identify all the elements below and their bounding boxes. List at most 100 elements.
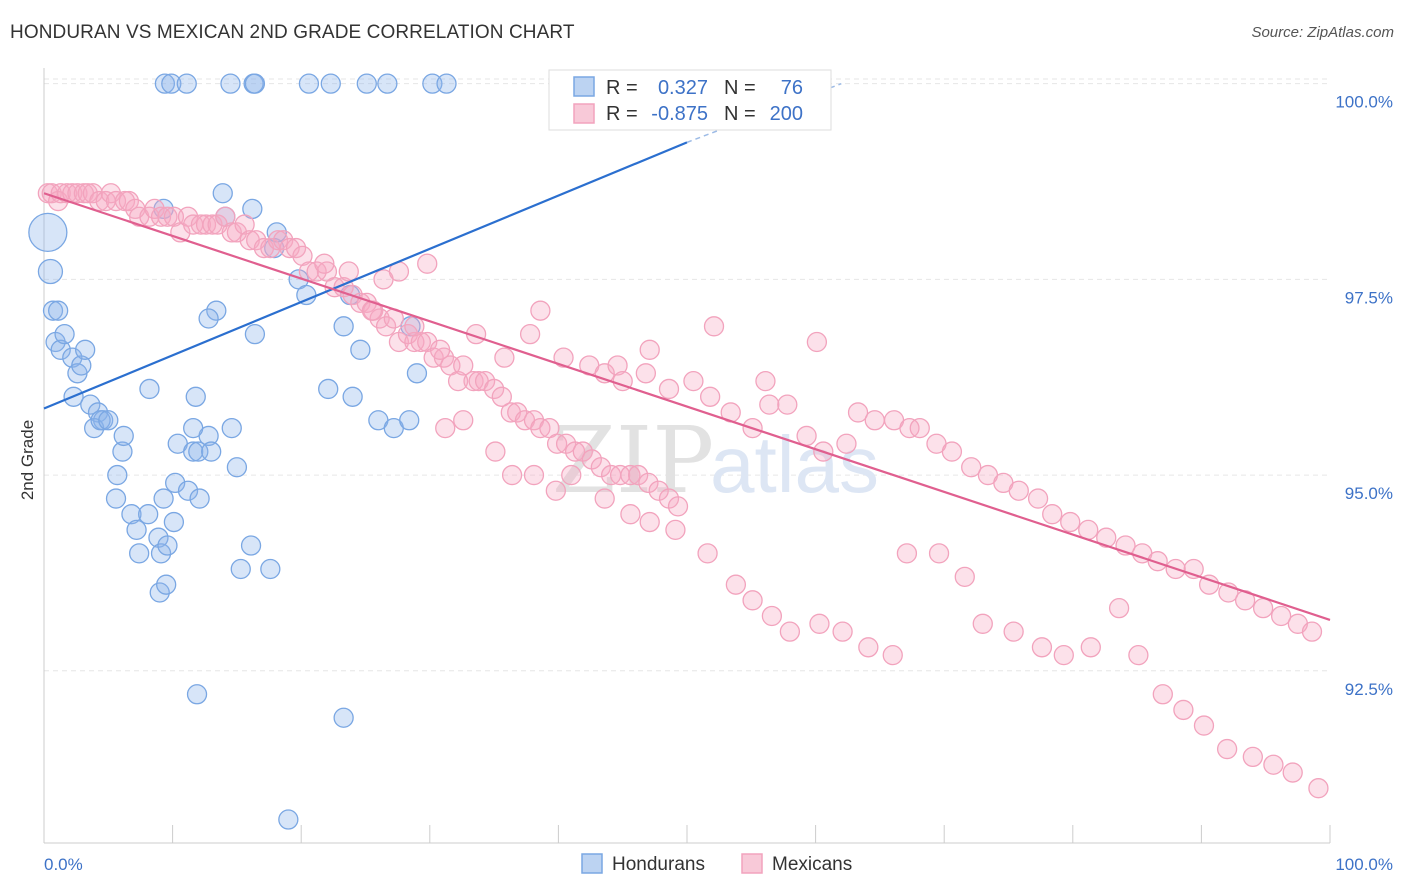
honduran-point (98, 410, 119, 431)
honduran-point (185, 386, 206, 407)
mexican-point (742, 590, 763, 611)
honduran-point (157, 535, 178, 556)
honduran-point (183, 441, 204, 462)
honduran-point (436, 73, 457, 94)
mexican-point (697, 543, 718, 564)
honduran-point (298, 73, 320, 94)
mexican-point (491, 386, 512, 407)
mexican-point (858, 637, 879, 658)
honduran-point (212, 183, 233, 204)
mexican-point (417, 253, 438, 274)
legend-mexican-label[interactable]: Mexicans (772, 854, 852, 875)
mexican-point (267, 230, 289, 251)
y-tick-label: 92.5% (1345, 680, 1393, 699)
legend-mexican-swatch[interactable] (741, 853, 763, 874)
honduran-trend-line (43, 141, 688, 410)
stats-legend-box (548, 69, 832, 131)
mexican-point (553, 347, 574, 368)
mexican-point (157, 206, 178, 227)
y-axis-label: 2nd Grade (18, 420, 37, 500)
y-tick-label: 100.0% (1335, 93, 1393, 112)
mexican-point (658, 378, 680, 400)
mexican-point (453, 355, 474, 376)
honduran-point (377, 73, 398, 94)
mexican-point (1193, 715, 1215, 736)
legend-honduran-label[interactable]: Hondurans (612, 854, 705, 875)
mexican-point (195, 214, 217, 235)
honduran-point (350, 339, 371, 360)
honduran-point (198, 308, 219, 329)
honduran-point (75, 339, 96, 360)
mexican-point (1198, 574, 1220, 595)
honduran-point (220, 73, 241, 94)
mexican-point (1282, 762, 1303, 783)
mexican-point (1242, 746, 1263, 768)
honduran-point (138, 504, 159, 525)
mexican-point (1053, 644, 1074, 666)
mexican-point (530, 300, 551, 321)
honduran-point (240, 535, 262, 556)
y-tick-label: 95.0% (1345, 484, 1393, 503)
mexican-point (667, 496, 689, 517)
mexican-point (523, 464, 545, 486)
y-tick-labels: 92.5% 95.0% 97.5% 100.0% (1335, 93, 1393, 699)
mexican-point (404, 316, 425, 337)
mexican-n-value: 200 (770, 103, 803, 125)
honduran-point (90, 410, 111, 431)
mexican-point (699, 386, 721, 407)
honduran-point (189, 488, 210, 509)
honduran-point (71, 355, 92, 376)
mexican-point (836, 433, 857, 454)
axes (43, 68, 1330, 844)
y-tick-label: 97.5% (1345, 288, 1393, 307)
honduran-point (80, 394, 101, 415)
honduran-point (406, 363, 428, 384)
mexican-point (1270, 605, 1292, 627)
honduran-points (28, 73, 457, 830)
mexican-point (779, 621, 801, 642)
honduran-point (42, 300, 64, 321)
honduran-point (47, 300, 69, 321)
mexican-point (806, 331, 828, 353)
mexican-point (77, 183, 98, 204)
mexican-point (1003, 621, 1024, 642)
mexican-point (435, 417, 456, 439)
mexican-point (941, 441, 963, 462)
mexican-point (1152, 684, 1173, 705)
mexican-point (847, 402, 869, 423)
mexican-point (1008, 480, 1029, 501)
x-tick-label-min: 0.0% (44, 855, 83, 874)
mexican-swatch (573, 103, 595, 124)
mexican-point (1080, 637, 1101, 658)
mexican-point (519, 324, 541, 345)
mexican-point (899, 417, 920, 439)
mexican-point (761, 605, 783, 627)
mexican-point (221, 222, 242, 243)
mexican-point (447, 370, 469, 392)
mexican-point (190, 214, 212, 235)
mexican-point (1216, 738, 1238, 760)
mexican-point (507, 402, 528, 423)
mexican-point (483, 378, 505, 400)
honduran-point (186, 684, 208, 705)
mexican-point (809, 613, 830, 634)
mexican-point (1147, 551, 1168, 572)
legend-honduran-swatch[interactable] (581, 853, 603, 874)
honduran-point (260, 558, 281, 580)
mexican-point (67, 183, 88, 204)
mexican-point (882, 644, 903, 666)
mexican-point (638, 472, 659, 494)
mexican-point (306, 261, 327, 282)
mexican-point (627, 464, 649, 486)
honduran-point (333, 316, 354, 337)
mexican-r-value: -0.875 (651, 103, 708, 125)
honduran-point (139, 378, 160, 400)
mexican-point (703, 316, 725, 337)
mexican-point (594, 488, 615, 509)
honduran-point (126, 519, 147, 541)
honduran-point (244, 73, 266, 94)
mexican-point (1173, 699, 1194, 721)
chart-title: HONDURAN VS MEXICAN 2ND GRADE CORRELATIO… (10, 22, 575, 43)
mexican-point (234, 214, 255, 235)
honduran-r-value: 0.327 (658, 77, 708, 99)
